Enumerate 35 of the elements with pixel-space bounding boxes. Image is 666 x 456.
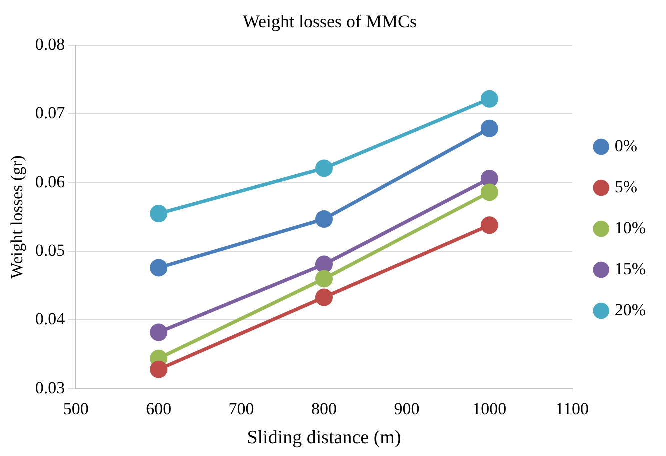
point [480,170,498,188]
x-axis-title: Sliding distance (m) [247,428,402,449]
point [480,120,498,138]
point [480,216,498,234]
legend-label: 20% [614,300,646,320]
y-tick-label: 0.03 [35,378,66,398]
point [480,184,498,202]
y-tick-label: 0.08 [35,35,66,54]
x-tick-label: 900 [394,399,420,418]
y-tick-label: 0.05 [35,240,66,260]
y-tick-label: 0.06 [35,172,66,192]
y-tick-label: 0.07 [35,104,66,123]
legend-label: 10% [614,218,646,238]
point [480,90,498,108]
point [315,210,333,228]
y-axis-title: Weight losses (gr) [8,156,27,279]
point [150,324,168,342]
legend-label: 15% [614,259,646,278]
x-tick-label: 700 [228,399,254,418]
legend-label: 0% [614,136,638,156]
point [315,160,333,178]
x-tick-label: 1100 [556,399,590,418]
x-tick-label: 1000 [472,399,507,418]
point [150,205,168,223]
point [315,256,333,274]
point [150,360,168,378]
point [315,288,333,306]
point [150,259,168,277]
x-tick-label: 800 [311,399,337,418]
legend-label: 5% [614,177,638,196]
x-tick-label: 500 [63,399,89,418]
x-tick-label: 600 [146,399,172,418]
y-tick-label: 0.04 [35,310,66,329]
point [315,270,333,288]
chart-title: Weight losses of MMCs [242,12,418,32]
